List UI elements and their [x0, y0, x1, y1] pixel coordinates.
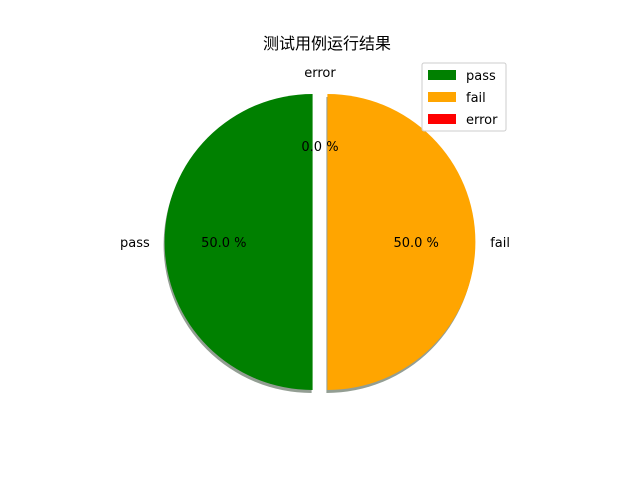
- legend-swatch-pass: [428, 70, 456, 80]
- slice-label-pass: pass: [120, 236, 150, 251]
- pie-slices: [164, 94, 476, 390]
- legend-swatch-error: [428, 114, 456, 124]
- slice-percent-fail: 50.0 %: [393, 236, 438, 251]
- legend-label-pass: pass: [466, 69, 496, 84]
- slice-fail: [327, 94, 476, 390]
- slice-pass: [164, 94, 313, 390]
- legend-swatch-fail: [428, 92, 456, 102]
- legend: pass fail error: [421, 62, 507, 132]
- slice-label-fail: fail: [490, 236, 510, 251]
- legend-entries: pass fail error: [428, 69, 498, 128]
- slice-label-error: error: [304, 66, 336, 81]
- slice-labels: pass 50.0 % fail 50.0 % error 0.0 %: [120, 66, 510, 251]
- chart-title: 测试用例运行结果: [263, 34, 391, 53]
- slice-percent-pass: 50.0 %: [201, 236, 246, 251]
- slice-percent-error: 0.0 %: [301, 140, 338, 155]
- legend-label-fail: fail: [466, 91, 486, 106]
- legend-label-error: error: [466, 113, 498, 128]
